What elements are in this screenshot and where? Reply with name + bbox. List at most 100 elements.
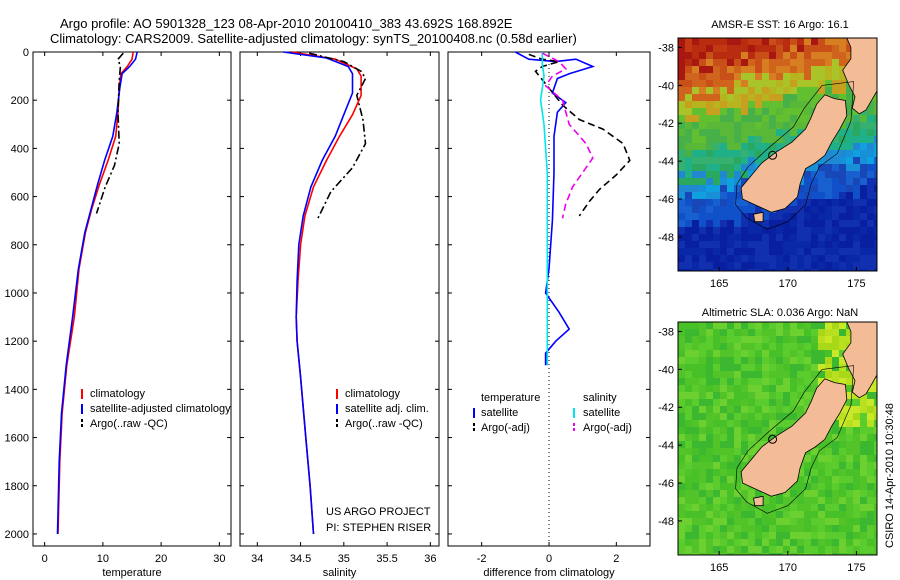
sst-map-cell	[776, 45, 784, 53]
sla-map-cell	[699, 455, 707, 463]
sla-map-lon-tick-label: 170	[779, 562, 797, 574]
sst-map-cell	[832, 143, 840, 151]
sst-map-cell	[692, 192, 700, 200]
legend-salinity-entry: satellite	[583, 407, 620, 419]
sla-map-cell	[860, 455, 868, 463]
sla-map-cell	[720, 490, 728, 498]
sla-map-cell	[755, 336, 763, 344]
sst-map-cell	[797, 192, 805, 200]
sla-map-cell	[832, 553, 840, 555]
sla-map-cell	[776, 413, 784, 421]
sst-map-cell	[713, 52, 721, 60]
sla-map-cell	[874, 511, 877, 519]
sla-map-cell	[755, 504, 763, 512]
sla-map-cell	[769, 511, 777, 519]
sst-map-cell	[832, 164, 840, 172]
sla-map-cell	[713, 420, 721, 428]
sla-map-cell	[860, 490, 868, 498]
sla-map-cell	[678, 371, 686, 379]
sst-map-cell	[734, 94, 742, 102]
sst-map-cell	[804, 220, 812, 228]
sst-map-cell	[762, 94, 770, 102]
sla-map-cell	[727, 539, 735, 547]
sst-map-cell	[706, 178, 714, 186]
sst-map-cell	[797, 45, 805, 53]
sst-map-cell	[748, 45, 756, 53]
sla-map-cell	[762, 413, 770, 421]
sst-map-cell	[748, 108, 756, 116]
sla-map-cell	[804, 364, 812, 372]
sla-map-cell	[846, 371, 854, 379]
sla-map-cell	[720, 441, 728, 449]
sst-map-cell	[776, 94, 784, 102]
sst-map-cell	[692, 59, 700, 67]
sla-map-cell	[818, 525, 826, 533]
sla-map-cell	[741, 504, 749, 512]
sst-map-cell	[874, 129, 877, 137]
sla-map-cell	[706, 490, 714, 498]
sst-map-cell	[741, 52, 749, 60]
sst-map-cell	[741, 227, 749, 235]
sst-map-cell	[713, 234, 721, 242]
sst-map-cell	[839, 192, 847, 200]
sst-map-cell	[825, 206, 833, 214]
sla-map-cell	[769, 322, 777, 330]
sla-map-cell	[769, 329, 777, 337]
sla-map-cell	[734, 441, 742, 449]
sst-map-cell	[685, 108, 693, 116]
sst-map-cell	[818, 248, 826, 256]
sst-map-cell	[818, 157, 826, 165]
sla-map-cell	[692, 553, 700, 555]
sst-map-cell	[755, 80, 763, 88]
sla-map-cell	[741, 490, 749, 498]
sst-map-cell	[839, 220, 847, 228]
sst-map-cell	[720, 178, 728, 186]
sla-map-cell	[727, 518, 735, 526]
sst-map-cell	[804, 38, 812, 46]
sla-map-cell	[741, 525, 749, 533]
sst-map-cell	[839, 38, 847, 46]
sla-map-bathymetry-contour	[735, 365, 855, 514]
sst-map-cell	[685, 122, 693, 130]
sst-map-cell	[804, 59, 812, 67]
sst-map-cell	[762, 150, 770, 158]
sla-map-cell	[692, 378, 700, 386]
sst-map	[678, 38, 877, 271]
sst-map-cell	[748, 122, 756, 130]
sla-map-cell	[825, 434, 833, 442]
sst-map-cell	[706, 143, 714, 151]
sla-map-cell	[699, 371, 707, 379]
sla-map-cell	[685, 350, 693, 358]
sst-map-cell	[811, 87, 819, 95]
sla-map-cell	[825, 343, 833, 351]
sst-map-cell	[678, 101, 686, 109]
sst-map-cell	[874, 178, 877, 186]
sla-map-cell	[706, 336, 714, 344]
sla-map-cell	[678, 420, 686, 428]
sst-map-cell	[846, 248, 854, 256]
sst-map-cell	[692, 255, 700, 263]
sst-map-cell	[846, 185, 854, 193]
sla-map-cell	[776, 406, 784, 414]
sla-map-cell	[706, 546, 714, 554]
sst-map-cell	[769, 80, 777, 88]
sst-map-cell	[790, 94, 798, 102]
sla-map-cell	[692, 497, 700, 505]
sst-map-cell	[776, 213, 784, 221]
sst-map-cell	[839, 227, 847, 235]
sla-map-cell	[853, 427, 861, 435]
sla-map-cell	[797, 539, 805, 547]
sla-map-cell	[874, 441, 877, 449]
sst-map-cell	[825, 171, 833, 179]
sst-map-cell	[678, 234, 686, 242]
sla-map-cell	[727, 504, 735, 512]
sla-map-cell	[797, 329, 805, 337]
sla-map-cell	[797, 406, 805, 414]
sla-map-cell	[811, 490, 819, 498]
sst-map-cell	[853, 248, 861, 256]
sst-map-cell	[818, 220, 826, 228]
sst-map-cell	[713, 101, 721, 109]
sst-map-cell	[762, 262, 770, 270]
sst-map-cell	[804, 87, 812, 95]
sst-map-cell	[748, 52, 756, 60]
